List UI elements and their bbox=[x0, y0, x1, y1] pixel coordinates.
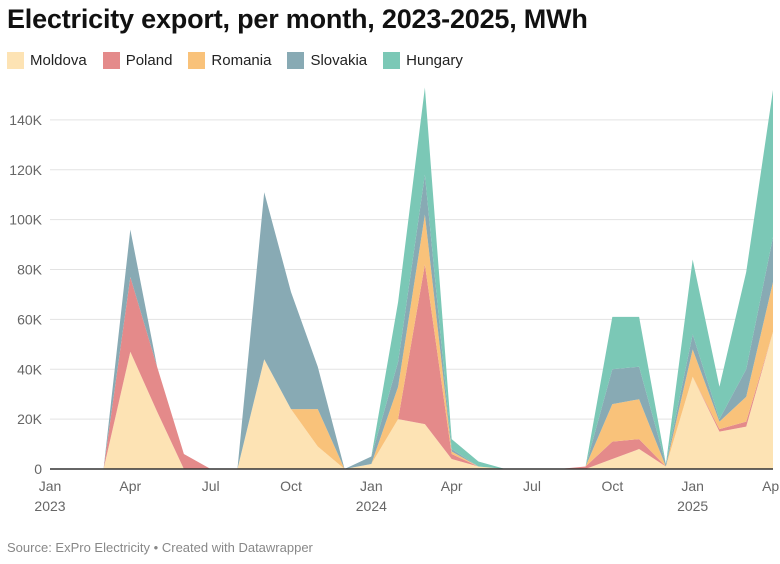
series-areas bbox=[50, 87, 773, 470]
legend-swatch-hungary bbox=[383, 52, 401, 69]
x-tick-label: Oct bbox=[601, 478, 623, 494]
area-moldova bbox=[50, 331, 773, 469]
x-tick-label: Apr bbox=[762, 478, 780, 494]
x-tick-label: Apr bbox=[119, 478, 141, 494]
y-tick-label: 60K bbox=[17, 311, 43, 327]
y-axis: 0 20K 40K 60K 80K 100K 120K 140K bbox=[9, 112, 42, 477]
legend-swatch-romania bbox=[188, 52, 206, 69]
x-tick-label: Jan bbox=[681, 478, 704, 494]
y-tick-label: 140K bbox=[9, 112, 42, 128]
legend-label-moldova: Moldova bbox=[30, 52, 87, 69]
legend-label-hungary: Hungary bbox=[406, 52, 463, 69]
y-tick-label: 20K bbox=[17, 411, 43, 427]
legend-item-moldova: Moldova bbox=[7, 52, 87, 69]
footer-separator: • bbox=[153, 540, 159, 555]
legend-swatch-slovakia bbox=[287, 52, 305, 69]
y-tick-label: 0 bbox=[34, 461, 42, 477]
x-tick-year-label: 2023 bbox=[34, 498, 65, 514]
x-tick-label: Jan bbox=[39, 478, 62, 494]
legend-item-poland: Poland bbox=[102, 52, 173, 69]
legend-item-romania: Romania bbox=[188, 52, 271, 69]
x-tick-label: Jul bbox=[523, 478, 541, 494]
legend-item-hungary: Hungary bbox=[383, 52, 463, 69]
legend-label-slovakia: Slovakia bbox=[310, 52, 368, 69]
legend-label-poland: Poland bbox=[125, 52, 173, 69]
footer: Source: ExPro Electricity • Created with… bbox=[7, 540, 313, 555]
legend-item-slovakia: Slovakia bbox=[287, 52, 367, 69]
area-poland bbox=[50, 264, 773, 469]
x-tick-label: Oct bbox=[280, 478, 302, 494]
x-tick-label: Apr bbox=[441, 478, 463, 494]
x-tick-year-label: 2024 bbox=[356, 498, 387, 514]
legend-swatch-poland bbox=[102, 52, 120, 69]
stacked-area-chart: 0 20K 40K 60K 80K 100K 120K 140K Jan 2023 Apr Jul O… bbox=[9, 87, 780, 514]
source-note: Source: ExPro Electricity bbox=[7, 540, 151, 555]
x-axis: Jan 2023 Apr Jul Oct Jan 2024 Apr Jul Oct Jan 2025 A… bbox=[34, 468, 780, 514]
x-tick-label: Jul bbox=[202, 478, 220, 494]
x-tick-year-label: 2025 bbox=[677, 498, 708, 514]
y-tick-label: 40K bbox=[17, 361, 43, 377]
chart-title: Electricity export, per month, 2023-2025… bbox=[7, 4, 588, 34]
x-tick-label: Jan bbox=[360, 478, 383, 494]
area-romania bbox=[50, 214, 773, 469]
legend-label-romania: Romania bbox=[211, 52, 272, 69]
legend: Moldova Poland Romania Slovakia Hungary bbox=[7, 52, 463, 69]
legend-swatch-moldova bbox=[7, 52, 24, 69]
credit-note: Created with Datawrapper bbox=[161, 540, 313, 555]
y-tick-label: 80K bbox=[17, 262, 43, 278]
y-tick-label: 100K bbox=[9, 212, 42, 228]
y-tick-label: 120K bbox=[9, 162, 42, 178]
